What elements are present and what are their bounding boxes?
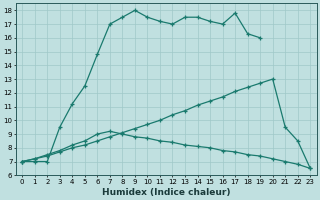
X-axis label: Humidex (Indice chaleur): Humidex (Indice chaleur) <box>102 188 230 197</box>
